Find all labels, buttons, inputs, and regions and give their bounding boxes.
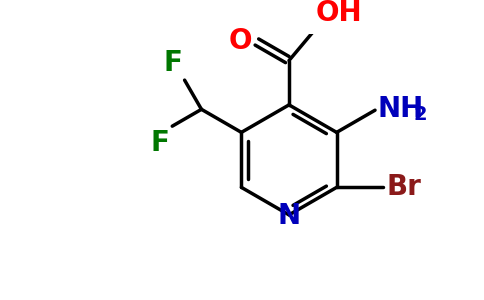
- Text: F: F: [163, 50, 182, 77]
- Text: NH: NH: [378, 95, 424, 123]
- Text: Br: Br: [386, 173, 421, 201]
- Text: F: F: [151, 129, 169, 157]
- Text: N: N: [277, 202, 301, 230]
- Text: 2: 2: [413, 105, 427, 124]
- Text: O: O: [229, 27, 253, 55]
- Text: OH: OH: [316, 0, 363, 27]
